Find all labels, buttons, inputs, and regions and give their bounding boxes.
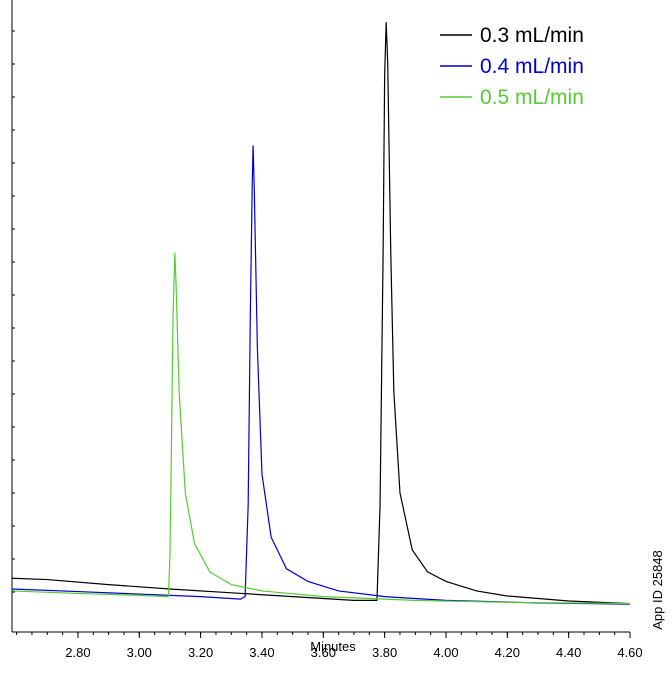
legend-label: 0.4 mL/min [480,55,584,78]
x-tick-label: 3.20 [188,645,213,660]
legend-label: 0.5 mL/min [480,86,584,109]
x-tick-label: 4.20 [495,645,520,660]
annotation: App ID 25848 [650,550,665,630]
x-tick-label: 3.80 [372,645,397,660]
x-tick-label: 3.40 [249,645,274,660]
x-tick-label: 3.00 [127,645,152,660]
x-tick-label: 2.80 [65,645,90,660]
x-tick-label: 3.60 [311,645,336,660]
series-line [11,145,631,605]
series-line [11,252,631,605]
x-axis-label: Minutes [310,639,356,654]
legend-label: 0.3 mL/min [480,24,584,47]
x-tick-label: 4.00 [433,645,458,660]
x-tick-label: 4.40 [556,645,581,660]
x-tick-label: 4.60 [617,645,642,660]
series-line [11,22,631,605]
